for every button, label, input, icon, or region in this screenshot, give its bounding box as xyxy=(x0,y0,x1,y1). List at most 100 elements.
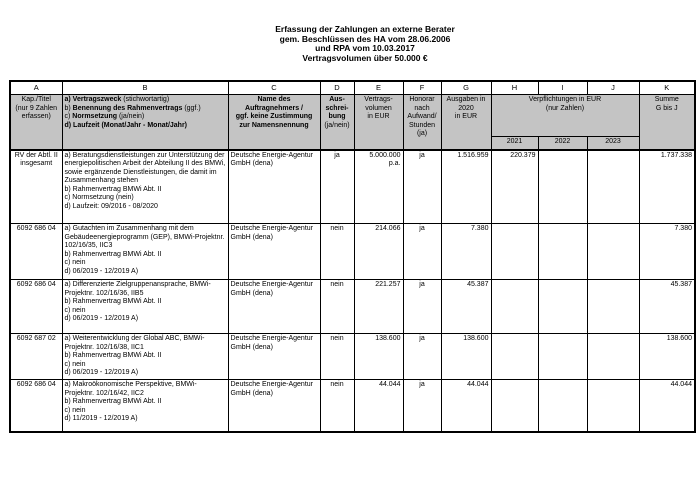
cell-verpflichtung-2021 xyxy=(490,333,539,380)
zweck-line-a: a) Differenzierte Zielgruppenansprache, … xyxy=(64,281,211,297)
zweck-line-a: a) Weiterentwicklung der Global ABC, BMW… xyxy=(64,335,205,351)
cell-vertragszweck: a) Makroökonomische Perspektive, BMWi-Pr… xyxy=(61,379,229,432)
zweck-line-d: d) 06/2019 - 12/2019 A) xyxy=(64,315,139,323)
payments-table: A B C D E F G H I J K Kap./Titel (nur 9 Z… xyxy=(9,80,696,433)
cell-verpflichtung-2021 xyxy=(490,379,539,432)
cell-kapitel: RV der Abtl. II insgesamt xyxy=(9,149,63,224)
column-letter-j: J xyxy=(586,80,640,95)
cell-summe: 7.380 xyxy=(638,223,696,280)
zweck-line-c: c) nein xyxy=(64,306,86,314)
cell-vertragsvolumen: 138.600 xyxy=(353,333,404,380)
cell-summe: 1.737.338 xyxy=(638,149,696,224)
cell-vertragsvolumen: 44.044 xyxy=(353,379,404,432)
zweck-line-a: a) Makroökonomische Perspektive, BMWi-Pr… xyxy=(64,381,197,397)
column-letter-c: C xyxy=(227,80,321,95)
cell-ausschreibung: ja xyxy=(319,149,355,224)
column-letter-a: A xyxy=(9,80,63,95)
header-ausschreibung: Aus-schrei-bung (ja/nein) xyxy=(319,94,355,151)
cell-verpflichtung-2022 xyxy=(537,379,588,432)
cell-honorar: ja xyxy=(402,279,442,334)
column-letter-b: B xyxy=(61,80,229,95)
zweck-line-b: b) Rahmenvertrag BMWi Abt. II xyxy=(64,298,162,306)
table-row-2: 6092 686 04 a) Gutachten im Zusammenhang… xyxy=(9,223,696,280)
header-verpflichtungen: Verpflichtungen in EUR (nur Zahlen) xyxy=(490,94,640,137)
column-letter-k: K xyxy=(638,80,696,95)
cell-kapitel: 6092 686 04 xyxy=(9,279,63,334)
header-summe: Summe G bis J xyxy=(638,94,696,151)
cell-ausschreibung: nein xyxy=(319,379,355,432)
table-row-5: 6092 686 04 a) Makroökonomische Perspekt… xyxy=(9,379,696,432)
cell-verpflichtung-2022 xyxy=(537,149,588,224)
cell-summe: 44.044 xyxy=(638,379,696,432)
zweck-line-d: d) Laufzeit: 09/2016 - 08/2020 xyxy=(64,203,158,211)
cell-auftragnehmer: Deutsche Energie-Agentur GmbH (dena) xyxy=(227,279,321,334)
cell-verpflichtung-2023 xyxy=(586,149,640,224)
header-vertrag-line-a: a) Vertragszweck (stichwortartig) xyxy=(64,96,170,103)
cell-honorar: ja xyxy=(402,223,442,280)
zweck-line-b: b) Rahmenvertrag BMWi Abt. II xyxy=(64,352,162,360)
cell-kapitel: 6092 687 02 xyxy=(9,333,63,380)
cell-honorar: ja xyxy=(402,333,442,380)
column-letter-g: G xyxy=(440,80,492,95)
column-letter-f: F xyxy=(402,80,442,95)
column-letter-h: H xyxy=(490,80,539,95)
table-row-3: 6092 686 04 a) Differenzierte Zielgruppe… xyxy=(9,279,696,334)
column-letter-row: A B C D E F G H I J K xyxy=(9,80,696,95)
title-line-3: und RPA vom 10.03.2017 xyxy=(315,43,415,54)
cell-verpflichtung-2022 xyxy=(537,333,588,380)
table-row-1: RV der Abtl. II insgesamt a) Beratungsdi… xyxy=(9,149,696,224)
cell-honorar: ja xyxy=(402,379,442,432)
zweck-line-b: b) Rahmenvertrag BMWi Abt. II xyxy=(64,185,162,193)
title-line-4: Vertragsvolumen über 50.000 € xyxy=(302,52,428,63)
cell-ausschreibung: nein xyxy=(319,223,355,280)
header-auftragnehmer: Name des Auftragnehmers / ggf. keine Zusti… xyxy=(227,94,321,151)
header-ausschreibung-note: (ja/nein) xyxy=(324,121,350,129)
cell-verpflichtung-2021 xyxy=(490,279,539,334)
zweck-line-a: a) Gutachten im Zusammenhang mit dem Geb… xyxy=(64,225,225,250)
zweck-line-c: c) Normsetzung (nein) xyxy=(64,194,134,202)
cell-ausgaben-2020: 7.380 xyxy=(440,223,492,280)
header-ausschreibung-word: Aus-schrei-bung xyxy=(325,96,349,121)
zweck-line-d: d) 06/2019 - 12/2019 A) xyxy=(64,267,139,275)
cell-verpflichtung-2023 xyxy=(586,223,640,280)
cell-honorar: ja xyxy=(402,149,442,224)
cell-verpflichtung-2021: 220.379 xyxy=(490,149,539,224)
column-letter-i: I xyxy=(537,80,588,95)
cell-ausgaben-2020: 1.516.959 xyxy=(440,149,492,224)
header-vertrag-line-d: d) Laufzeit (Monat/Jahr - Monat/Jahr) xyxy=(64,121,188,129)
cell-ausgaben-2020: 138.600 xyxy=(440,333,492,380)
zweck-line-a: a) Beratungsdienstleistungen zur Unterst… xyxy=(64,151,226,185)
cell-verpflichtung-2023 xyxy=(586,279,640,334)
cell-ausschreibung: nein xyxy=(319,279,355,334)
zweck-line-c: c) nein xyxy=(64,360,86,368)
cell-summe: 138.600 xyxy=(638,333,696,380)
cell-verpflichtung-2021 xyxy=(490,223,539,280)
cell-verpflichtung-2023 xyxy=(586,333,640,380)
zweck-line-b: b) Rahmenvertrag BMWi Abt. II xyxy=(64,250,162,258)
cell-verpflichtung-2022 xyxy=(537,279,588,334)
zweck-line-c: c) nein xyxy=(64,259,86,267)
zweck-line-c: c) nein xyxy=(64,406,86,414)
title-line-1: Erfassung der Zahlungen an externe Berat… xyxy=(275,24,455,34)
header-year-row: 2021 2022 2023 xyxy=(10,136,695,151)
table-row-4: 6092 687 02 a) Weiterentwicklung der Glo… xyxy=(9,333,696,380)
cell-kapitel: 6092 686 04 xyxy=(9,379,63,432)
zweck-line-d: d) 11/2019 - 12/2019 A) xyxy=(64,415,138,423)
header-year-2022: 2022 xyxy=(537,136,588,151)
cell-summe: 45.387 xyxy=(638,279,696,334)
cell-vertragsvolumen: 5.000.000 p.a. xyxy=(353,149,404,224)
header-vertragszweck: a) Vertragszweck (stichwortartig) b) Ben… xyxy=(61,94,229,151)
cell-ausgaben-2020: 44.044 xyxy=(440,379,492,432)
zweck-line-b: b) Rahmenvertrag BMWi Abt. II xyxy=(64,398,162,406)
header-vertrag-line-b: b) Benennung des Rahmenvertrags (ggf.) xyxy=(64,104,201,112)
cell-vertragsvolumen: 214.066 xyxy=(353,223,404,280)
header-year-2023: 2023 xyxy=(586,136,640,151)
cell-ausschreibung: nein xyxy=(319,333,355,380)
column-letter-d: D xyxy=(319,80,355,95)
header-kapitel-titel: Kap./Titel (nur 9 Zahlen erfassen) xyxy=(9,94,63,151)
cell-vertragszweck: a) Weiterentwicklung der Global ABC, BMW… xyxy=(61,333,229,380)
cell-auftragnehmer: Deutsche Energie-Agentur GmbH (dena) xyxy=(227,379,321,432)
header-row: Kap./Titel (nur 9 Zahlen erfassen) a) Vert… xyxy=(9,94,696,151)
title-line-2: gem. Beschlüssen des HA vom 28.06.2006 xyxy=(279,33,451,44)
